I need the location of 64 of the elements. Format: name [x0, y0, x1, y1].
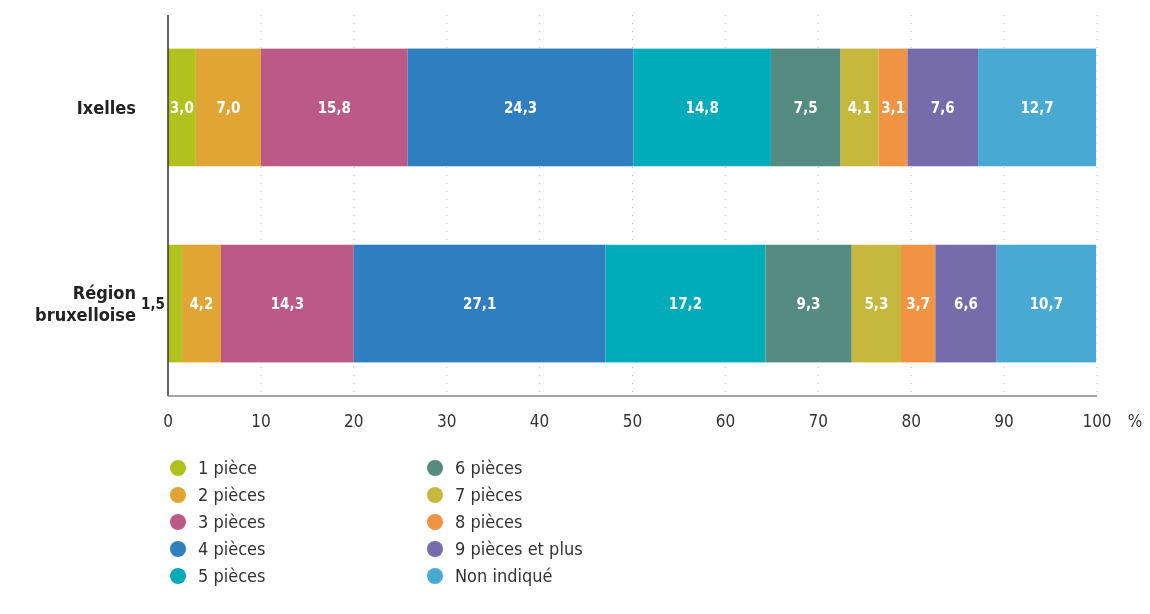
x-tick-label: 40	[529, 411, 550, 431]
bar	[840, 48, 879, 167]
bar	[935, 244, 997, 363]
data-label: 6,6	[954, 294, 978, 313]
x-tick-label: 70	[808, 411, 829, 431]
data-label: 9,3	[796, 294, 821, 313]
legend-label: 3 pièces	[198, 511, 266, 533]
bar	[260, 48, 408, 167]
data-label: 14,3	[270, 294, 305, 313]
bar	[978, 48, 1097, 167]
legend-label: 2 pièces	[198, 484, 266, 506]
data-label: 17,2	[668, 294, 703, 313]
bar	[195, 48, 261, 167]
legend-label: 5 pièces	[198, 565, 266, 587]
x-tick-label: 20	[344, 411, 364, 431]
data-label: 3,1	[881, 98, 906, 117]
bar	[168, 244, 182, 363]
x-tick-label: 60	[715, 411, 736, 431]
data-label: 7,0	[216, 98, 241, 117]
data-label: 3,7	[906, 294, 931, 313]
data-label: 3,0	[169, 98, 194, 117]
x-tick-label: 10	[251, 411, 271, 431]
data-label: 14,8	[685, 98, 719, 117]
data-label: 24,3	[503, 98, 538, 117]
bar	[605, 244, 766, 363]
bar	[353, 244, 606, 363]
data-label: 27,1	[463, 294, 497, 313]
legend-label: Non indiqué	[455, 565, 553, 587]
legend-label: 1 pièce	[198, 457, 258, 479]
x-tick-label: 90	[994, 411, 1014, 431]
x-tick-label: 100	[1082, 411, 1112, 431]
bar	[996, 244, 1097, 363]
bar	[900, 244, 936, 363]
legend-label: 8 pièces	[455, 511, 523, 533]
y-tick-label: Ixelles	[76, 96, 136, 118]
bar	[851, 244, 901, 363]
data-label: 7,6	[930, 98, 955, 117]
x-tick-label: 50	[622, 411, 643, 431]
bar	[633, 48, 771, 167]
data-label: 5,3	[864, 294, 889, 313]
data-label: 12,7	[1020, 98, 1054, 117]
bar	[765, 244, 852, 363]
data-label: 1,5	[141, 294, 165, 313]
legend-label: 9 pièces et plus	[455, 538, 583, 560]
data-label: 7,5	[793, 98, 818, 117]
x-tick-label: 30	[436, 411, 457, 431]
x-tick-label: 0	[163, 411, 173, 431]
bar	[878, 48, 908, 167]
bar	[181, 244, 221, 363]
data-label: 15,8	[317, 98, 351, 117]
legend-label: 7 pièces	[455, 484, 523, 506]
data-label: 10,7	[1029, 294, 1064, 313]
x-axis-title: %	[1127, 411, 1143, 431]
bar	[770, 48, 841, 167]
x-tick-label: 80	[901, 411, 921, 431]
data-label: 4,1	[847, 98, 872, 117]
bar	[168, 48, 196, 167]
bar	[907, 48, 979, 167]
y-tick-label: Région bruxelloise	[35, 281, 137, 325]
bar	[407, 48, 634, 167]
legend-label: 4 pièces	[198, 538, 266, 560]
bar	[220, 244, 354, 363]
data-label: 4,2	[189, 294, 214, 313]
legend-label: 6 pièces	[455, 457, 523, 479]
